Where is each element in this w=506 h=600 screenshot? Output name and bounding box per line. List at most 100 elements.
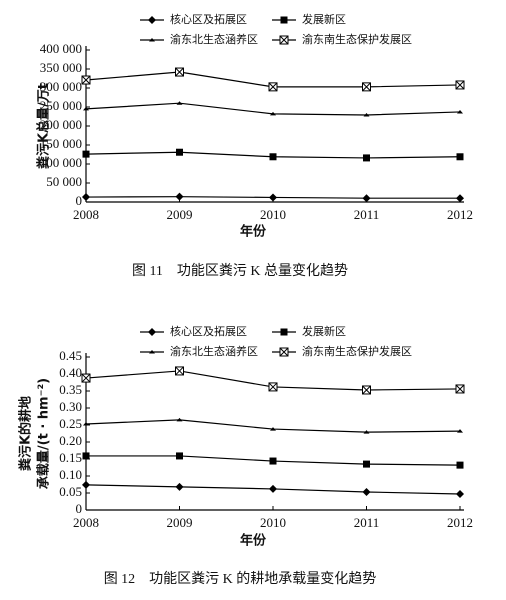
y-axis-label: 粪污K总量/万t — [36, 83, 52, 169]
marker — [268, 382, 278, 392]
marker-shape — [82, 193, 90, 202]
marker-shape — [149, 350, 155, 354]
marker — [270, 111, 276, 116]
marker — [82, 193, 90, 202]
marker — [269, 484, 277, 493]
y-tick-label: 0.15 — [59, 450, 82, 465]
x-tick-label: 2009 — [167, 207, 193, 222]
marker-shape — [280, 328, 288, 336]
marker — [456, 194, 464, 203]
marker — [455, 80, 465, 90]
marker-shape — [149, 38, 155, 42]
y-tick-label: 0.25 — [59, 416, 82, 431]
marker-shape — [81, 75, 91, 85]
marker — [81, 75, 91, 85]
marker-shape — [362, 487, 371, 496]
marker-shape — [175, 482, 184, 491]
y-tick-label: 50 000 — [46, 174, 82, 189]
marker — [362, 487, 371, 496]
marker-shape — [176, 101, 183, 105]
marker-shape — [455, 80, 465, 90]
marker-shape — [362, 194, 371, 203]
marker — [269, 153, 277, 161]
y-tick-label: 0 — [76, 193, 83, 208]
marker-shape — [457, 109, 463, 114]
marker-shape — [269, 484, 277, 493]
marker-shape — [363, 460, 370, 468]
x-tick-label: 2010 — [260, 207, 286, 222]
marker-shape — [176, 417, 183, 422]
marker — [269, 193, 277, 202]
marker — [175, 67, 184, 77]
marker — [82, 452, 90, 460]
y-tick-label: 0.35 — [59, 382, 82, 397]
marker-shape — [175, 366, 184, 376]
marker-shape — [363, 112, 370, 117]
y-tick-label: 100 000 — [40, 155, 82, 170]
y-tick-label: 0 — [76, 501, 83, 516]
marker-shape — [83, 106, 89, 111]
marker — [280, 328, 288, 336]
marker — [457, 429, 463, 433]
marker — [83, 106, 89, 111]
marker-shape — [82, 480, 90, 489]
legend-label: 核心区及拓展区 — [170, 324, 247, 338]
x-axis-label: 年份 — [240, 224, 267, 240]
marker — [175, 366, 184, 376]
marker — [148, 16, 156, 24]
marker-shape — [363, 154, 370, 162]
x-tick-label: 2012 — [447, 207, 473, 222]
y-tick-label: 0.20 — [59, 433, 82, 448]
marker — [456, 153, 464, 161]
marker — [270, 427, 276, 431]
marker-shape — [456, 490, 464, 499]
marker-shape — [362, 82, 371, 92]
marker-shape — [269, 153, 277, 161]
marker — [268, 82, 278, 92]
marker-shape — [175, 67, 184, 77]
legend-label: 发展新区 — [302, 324, 346, 338]
y-tick-label: 0.30 — [59, 399, 82, 414]
marker — [456, 490, 464, 499]
marker — [175, 482, 184, 491]
marker — [279, 347, 289, 357]
x-tick-label: 2008 — [73, 515, 99, 530]
marker — [363, 154, 370, 162]
marker — [81, 373, 91, 383]
marker — [363, 112, 370, 117]
marker — [176, 417, 183, 422]
y-axis-label: 承载量/(t · hm⁻²) — [36, 378, 52, 489]
marker — [149, 350, 155, 354]
marker — [363, 460, 370, 468]
x-tick-label: 2011 — [354, 515, 380, 530]
y-axis-label: 粪污K的耕地 — [18, 396, 34, 471]
marker-shape — [82, 150, 90, 158]
marker-shape — [456, 461, 464, 469]
legend-label: 渝东南生态保护发展区 — [302, 344, 412, 358]
legend-label: 渝东北生态涵养区 — [170, 32, 258, 46]
legend-label: 渝东南生态保护发展区 — [302, 32, 412, 46]
marker — [176, 101, 183, 105]
marker — [149, 38, 155, 42]
marker-shape — [270, 427, 276, 431]
y-tick-label: 150 000 — [40, 136, 82, 151]
x-tick-label: 2008 — [73, 207, 99, 222]
y-tick-label: 0.40 — [59, 365, 82, 380]
y-tick-label: 350 000 — [40, 60, 82, 75]
marker — [455, 384, 465, 394]
marker-shape — [363, 430, 370, 434]
x-axis-label: 年份 — [240, 533, 267, 549]
marker-shape — [148, 16, 156, 24]
marker-shape — [81, 373, 91, 383]
y-tick-label: 400 000 — [40, 41, 82, 56]
marker — [175, 192, 184, 201]
marker-shape — [279, 347, 289, 357]
marker — [148, 328, 156, 336]
marker — [82, 150, 90, 158]
marker — [279, 35, 289, 45]
marker-shape — [269, 457, 277, 465]
marker — [176, 452, 183, 460]
y-tick-label: 0.10 — [59, 467, 82, 482]
marker — [363, 430, 370, 434]
